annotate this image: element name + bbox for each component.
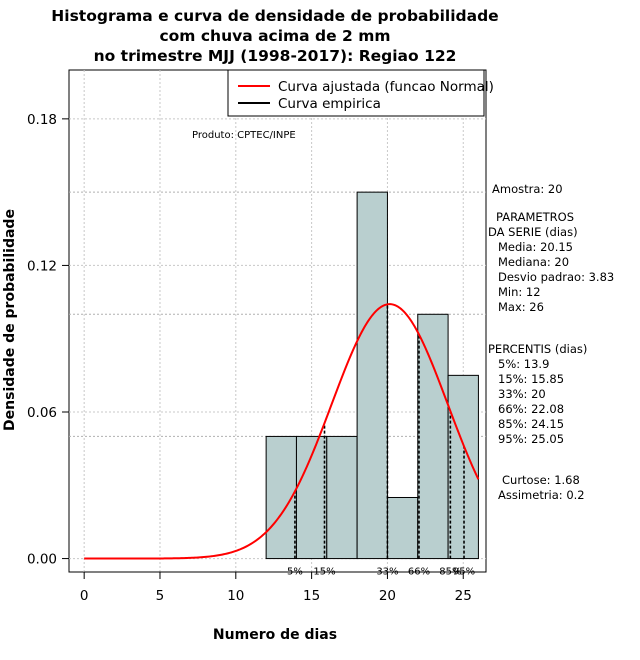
percentil-95: 95%: 25.05 <box>498 432 564 446</box>
side-panel: Amostra: 20 PARAMETROS DA SERIE (dias) M… <box>488 182 614 502</box>
amostra-text: Amostra: 20 <box>492 182 563 196</box>
parametros-title-1: PARAMETROS <box>496 210 574 224</box>
product-label: Produto: CPTEC/INPE <box>192 130 296 141</box>
param-media: Media: 20.15 <box>498 240 573 254</box>
param-desvio: Desvio padrao: 3.83 <box>498 270 614 284</box>
legend-box <box>227 69 485 117</box>
percentil-15: 15%: 15.85 <box>498 372 564 386</box>
percentil-33: 33%: 20 <box>498 387 546 401</box>
x-tick-label: 25 <box>455 588 472 604</box>
x-axis: 0 5 10 15 20 25 <box>80 571 472 604</box>
param-mediana: Mediana: 20 <box>498 255 569 269</box>
percentil-66: 66%: 22.08 <box>498 402 564 416</box>
chart-title-line-3: no trimestre MJJ (1998-2017): Regiao 122 <box>94 47 457 65</box>
histogram-bars <box>265 191 479 560</box>
percentile-lines <box>294 304 465 559</box>
histogram-bar <box>356 191 388 560</box>
percentis-title: PERCENTIS (dias) <box>488 342 587 356</box>
parametros-title-2: DA SERIE (dias) <box>488 225 578 239</box>
histogram-bar <box>326 435 358 560</box>
histogram-bar <box>417 313 449 560</box>
y-axis-label: Densidade de probabilidade <box>2 209 18 431</box>
y-tick-label: 0.18 <box>27 112 57 128</box>
x-axis-label: Numero de dias <box>213 627 337 643</box>
percentil-5: 5%: 13.9 <box>498 357 549 371</box>
histogram-bar <box>386 496 419 560</box>
legend: Curva ajustada (funcao Normal) Curva emp… <box>227 69 494 117</box>
y-tick-label: 0.00 <box>27 552 57 568</box>
percentil-85: 85%: 24.15 <box>498 417 564 431</box>
y-tick-label: 0.06 <box>27 405 57 421</box>
x-tick-label: 5 <box>156 588 165 604</box>
x-tick-label: 15 <box>303 588 320 604</box>
legend-label-normal: Curva ajustada (funcao Normal) <box>278 79 494 95</box>
param-min: Min: 12 <box>498 285 541 299</box>
percentile-label: 95% <box>453 567 475 578</box>
y-tick-label: 0.12 <box>27 258 57 274</box>
param-max: Max: 26 <box>498 300 544 314</box>
normal-curve <box>84 303 480 560</box>
x-tick-label: 0 <box>80 588 89 604</box>
y-axis: 0.00 0.06 0.12 0.18 <box>27 112 69 568</box>
x-tick-label: 10 <box>227 588 244 604</box>
chart-title-line-1: Histograma e curva de densidade de proba… <box>51 7 498 25</box>
assimetria-text: Assimetria: 0.2 <box>498 488 585 502</box>
legend-label-empirica: Curva empirica <box>278 96 381 112</box>
chart-title-line-2: com chuva acima de 2 mm <box>159 27 390 45</box>
curtose-text: Curtose: 1.68 <box>502 473 580 487</box>
x-tick-label: 20 <box>379 588 396 604</box>
